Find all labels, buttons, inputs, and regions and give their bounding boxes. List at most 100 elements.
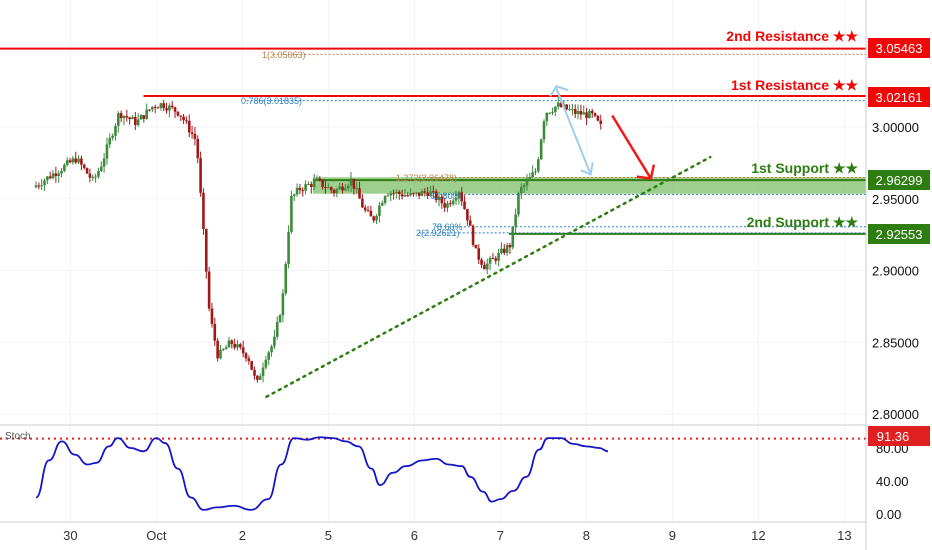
candle-body: [483, 264, 486, 270]
candle-body: [148, 109, 151, 111]
candle-body: [114, 125, 117, 136]
candle-body: [434, 191, 438, 201]
candle-body: [182, 116, 185, 121]
candle-body: [409, 193, 412, 196]
sup1-price-badge: [868, 170, 930, 190]
candle-body: [190, 132, 194, 134]
candle-body: [37, 185, 41, 187]
candle-body: [596, 115, 600, 121]
blue-arrow-top-head: [549, 85, 569, 97]
candle-body: [136, 119, 140, 126]
candle-body: [579, 110, 583, 115]
candle-body: [176, 111, 180, 116]
candle-body: [508, 245, 512, 248]
candle-body: [65, 160, 69, 165]
candle-body: [468, 220, 472, 226]
time-tick-label: 9: [669, 528, 676, 543]
candle-body: [193, 133, 197, 139]
candle-body: [273, 336, 276, 347]
stoch-label: Stoch: [5, 431, 31, 442]
candle-body: [156, 107, 160, 109]
candle-body: [477, 248, 481, 260]
candle-body: [315, 178, 319, 181]
candle-body: [324, 187, 327, 189]
time-tick-label: 13: [837, 528, 851, 543]
candle-body: [185, 120, 188, 122]
candle-body: [80, 158, 83, 165]
candle-body: [102, 158, 106, 167]
time-tick-label: 6: [411, 528, 418, 543]
candle-body: [168, 105, 171, 111]
candle-body: [460, 192, 463, 202]
candle-body: [213, 323, 217, 341]
candle-body: [196, 138, 200, 159]
candle-body: [355, 188, 358, 190]
candle-body: [528, 177, 532, 181]
candle-body: [88, 173, 92, 178]
candle-body: [48, 176, 52, 179]
time-tick-label: 8: [583, 528, 590, 543]
candle-body: [108, 137, 112, 145]
candle-body: [389, 193, 393, 196]
fib-label-1272: 1.272(2.96478): [396, 173, 457, 183]
res2-label: 2nd Resistance ★★: [726, 28, 858, 44]
candle-body: [199, 158, 202, 193]
candle-body: [395, 191, 398, 194]
candle-body: [585, 112, 588, 119]
candle-body: [414, 192, 418, 194]
candle-body: [290, 195, 293, 232]
candle-body: [295, 187, 299, 195]
support-zone-layer: [312, 177, 866, 194]
candle-body: [346, 185, 350, 189]
candle-body: [219, 349, 222, 359]
candle-body: [565, 104, 569, 110]
candle-body: [239, 344, 242, 348]
candle-body: [488, 258, 492, 264]
candle-body: [599, 120, 603, 125]
res1-label: 1st Resistance ★★: [731, 77, 858, 93]
sup1-label: 1st Support ★★: [751, 160, 858, 176]
candle-body: [341, 186, 344, 191]
candle-body: [423, 191, 427, 193]
candle-body: [406, 195, 410, 197]
fib-label-786: 78.60%: [432, 222, 463, 232]
candle-body: [494, 258, 498, 261]
candle-body: [261, 367, 265, 377]
grid: [0, 0, 866, 522]
candle-body: [227, 340, 231, 348]
candle-body: [571, 109, 574, 111]
support-zone: [312, 177, 866, 194]
candle-body: [403, 195, 407, 197]
fib-label-618: 61.80%: [430, 191, 461, 201]
candle-body: [298, 187, 302, 191]
res1-price-badge: [868, 87, 930, 107]
candle-body: [397, 191, 401, 195]
candle-body: [117, 113, 120, 126]
candle-body: [412, 193, 415, 195]
candle-body: [250, 361, 253, 370]
candle-body: [77, 158, 80, 163]
candle-body: [349, 178, 353, 186]
candle-body: [60, 171, 63, 174]
candle-body: [284, 263, 288, 294]
candle-body: [187, 120, 191, 133]
stoch-line: [35, 436, 608, 511]
candle-body: [74, 158, 78, 163]
time-tick-label: 7: [497, 528, 504, 543]
candle-body: [230, 340, 234, 344]
candle-body: [153, 106, 157, 108]
candle-body: [99, 166, 103, 171]
candle-body: [162, 103, 166, 109]
candle-body: [505, 245, 509, 253]
candle-body: [375, 215, 378, 221]
trendline: [265, 155, 712, 399]
candle-body: [480, 259, 483, 265]
candle-body: [525, 180, 529, 186]
candle-body: [91, 176, 95, 178]
candle-body: [514, 214, 517, 227]
candle-body: [517, 193, 520, 215]
candle-body: [446, 203, 449, 208]
candle-body: [128, 117, 131, 120]
candle-body: [369, 210, 373, 217]
